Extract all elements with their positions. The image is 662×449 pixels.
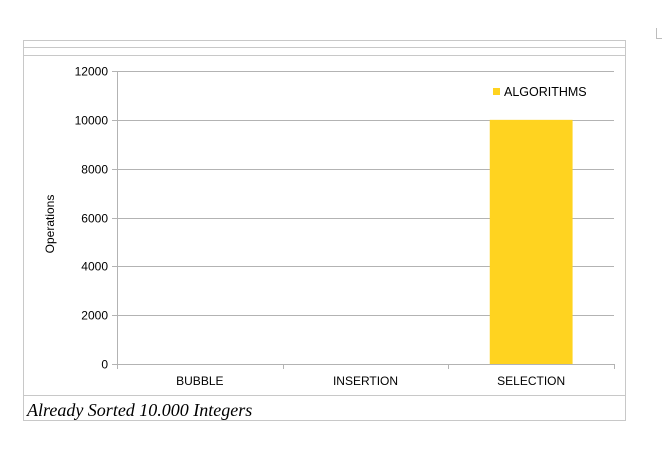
y-tick-label: 2000 xyxy=(81,309,108,323)
chart-caption: Already Sorted 10.000 Integers xyxy=(27,400,253,420)
frame-divider-caption xyxy=(23,395,626,396)
bar-selection xyxy=(489,119,573,364)
y-axis-title: Operations xyxy=(43,195,57,254)
tick-labels: 0 2000 4000 6000 8000 10000 12000 BUBBLE INSERTI… xyxy=(75,65,566,389)
legend: ALGORITHMS xyxy=(493,85,587,99)
frame-divider-top-2 xyxy=(23,55,626,56)
page-corner-mark xyxy=(656,28,662,39)
y-tick-label: 0 xyxy=(101,358,108,372)
y-tick-label: 12000 xyxy=(75,65,109,79)
y-tick-label: 8000 xyxy=(81,163,108,177)
y-tick-label: 6000 xyxy=(81,212,108,226)
legend-label: ALGORITHMS xyxy=(504,85,587,99)
legend-swatch xyxy=(493,88,500,95)
chart-frame xyxy=(23,40,626,421)
x-tick-label: BUBBLE xyxy=(176,374,223,388)
gridlines xyxy=(117,71,614,316)
axes xyxy=(112,71,615,369)
bars xyxy=(489,119,573,364)
x-tick-label: SELECTION xyxy=(497,374,565,388)
frame-divider-top xyxy=(23,47,626,48)
y-tick-label: 10000 xyxy=(75,114,109,128)
y-tick-label: 4000 xyxy=(81,260,108,274)
x-tick-label: INSERTION xyxy=(333,374,398,388)
